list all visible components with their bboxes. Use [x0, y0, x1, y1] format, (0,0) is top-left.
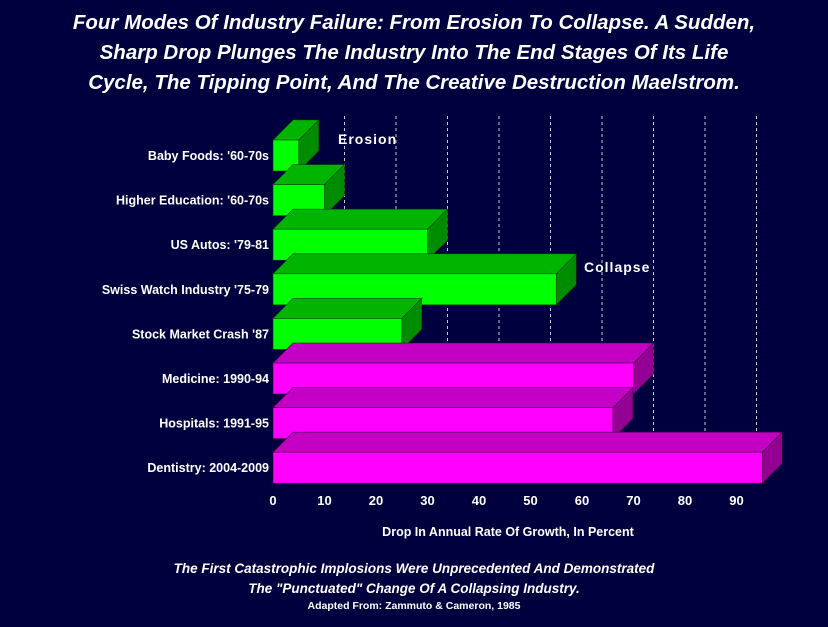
bar-top-face: [272, 253, 577, 275]
bar-top-face: [272, 431, 783, 453]
x-tick-label: 40: [472, 493, 486, 508]
x-tick-label: 60: [575, 493, 589, 508]
bar: [272, 208, 449, 261]
title-line-2: Sharp Drop Plunges The Industry Into The…: [99, 41, 729, 64]
x-tick-label: 0: [269, 493, 276, 508]
bar-top-face: [272, 387, 634, 408]
title-line-3: Cycle, The Tipping Point, And The Creati…: [88, 71, 740, 94]
x-axis-label: Drop In Annual Rate Of Growth, In Percen…: [382, 525, 634, 539]
x-tick-label: 20: [369, 493, 383, 508]
footer-line-2: The "Punctuated" Change Of A Collapsing …: [248, 581, 580, 596]
category-label: Swiss Watch Industry '75-79: [102, 283, 269, 297]
category-label: Baby Foods: '60-70s: [148, 149, 269, 163]
bar: [272, 342, 655, 395]
x-tick-label: 90: [729, 493, 743, 508]
title-line-1: Four Modes Of Industry Failure: From Ero…: [72, 11, 756, 34]
chart-title: Four Modes Of Industry Failure: From Ero…: [6, 8, 822, 98]
x-tick-label: 80: [678, 493, 692, 508]
bars: [272, 119, 783, 484]
footer-line-1: The First Catastrophic Implosions Were U…: [173, 561, 655, 576]
x-tick-labels: 0 10 20 30 40 50 60 70 80 90: [269, 493, 743, 508]
category-label: Hospitals: 1991-95: [159, 417, 269, 431]
bar-top-face: [272, 342, 655, 364]
x-tick-label: 10: [317, 493, 331, 508]
bar: [272, 253, 577, 306]
category-label: Dentistry: 2004-2009: [147, 461, 269, 475]
bar-top-face: [272, 298, 423, 319]
bar: [272, 386, 634, 440]
bar-top-face: [272, 208, 449, 230]
bar-front-face: [272, 451, 763, 484]
category-label: Stock Market Crash '87: [132, 327, 269, 341]
bar: [272, 119, 320, 172]
category-label: US Autos: '79-81: [171, 238, 269, 252]
x-tick-label: 70: [626, 493, 640, 508]
annotations: Erosion Collapse: [338, 131, 650, 275]
annotation-label: Collapse: [584, 259, 650, 275]
x-tick-label: 30: [420, 493, 434, 508]
bar: [272, 163, 346, 217]
bar-chart: Baby Foods: '60-70s Higher Education: '60…: [102, 116, 783, 539]
category-label: Medicine: 1990-94: [162, 372, 269, 386]
bar: [272, 431, 783, 484]
annotation-label: Erosion: [338, 131, 397, 147]
category-labels: Baby Foods: '60-70s Higher Education: '60…: [102, 149, 269, 475]
bar: [272, 297, 423, 351]
source-note: Adapted From: Zammuto & Cameron, 1985: [307, 600, 521, 612]
x-tick-label: 50: [523, 493, 537, 508]
category-label: Higher Education: '60-70s: [116, 194, 269, 208]
